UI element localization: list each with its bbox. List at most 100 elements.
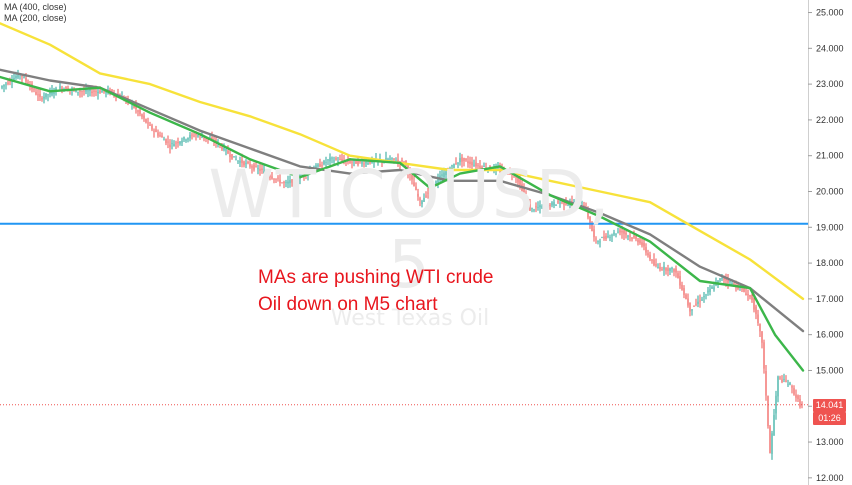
candle-body [367, 162, 369, 164]
candle-body [543, 204, 545, 206]
candle-body [633, 235, 635, 238]
candle-body [385, 158, 387, 160]
candle-body [173, 144, 175, 147]
candle-body [171, 143, 173, 144]
candle-body [519, 178, 521, 186]
ma-200-line [0, 68, 805, 333]
candle-body [463, 157, 465, 161]
candle-body [459, 157, 461, 163]
candle-body [517, 176, 519, 183]
candle-body [673, 269, 675, 272]
candle-body [557, 201, 559, 203]
candle-body [297, 178, 299, 181]
candle-body [453, 164, 455, 168]
candle-body [25, 77, 27, 82]
candle-body [233, 156, 235, 158]
candle-body [37, 94, 39, 96]
candle-body [165, 139, 167, 144]
candle-body [423, 197, 425, 202]
candle-body [135, 105, 137, 110]
candle-body [603, 236, 605, 239]
y-tick-label: 20.000 [816, 186, 844, 196]
candle-body [223, 147, 225, 150]
candle-body [77, 91, 79, 93]
candle-body [505, 172, 507, 174]
candle-body [773, 415, 775, 436]
y-tick-label: 12.000 [816, 473, 844, 483]
y-tick-label: 19.000 [816, 222, 844, 232]
candle-body [597, 240, 599, 242]
candle-body [87, 90, 89, 92]
candle-body [663, 266, 665, 270]
candle-body [197, 135, 199, 137]
candle-body [533, 209, 535, 211]
candle-body [143, 115, 145, 119]
candle-body [467, 161, 469, 164]
candle-body [541, 205, 543, 209]
candle-body [461, 157, 463, 162]
candle-body [177, 141, 179, 144]
candle-body [691, 309, 693, 311]
candle-body [81, 91, 83, 92]
candle-body [753, 297, 755, 310]
candle-body [309, 170, 311, 172]
candle-body [427, 192, 429, 194]
candle-body [97, 91, 99, 94]
candle-body [261, 168, 263, 171]
candle-body [475, 162, 477, 167]
candle-body [101, 91, 103, 93]
candle-body [91, 91, 93, 94]
candle-body [83, 90, 85, 92]
candle-body [689, 302, 691, 312]
candle-body [745, 293, 747, 296]
candle-body [55, 88, 57, 91]
candle-body [271, 176, 273, 179]
candle-body [257, 168, 259, 170]
y-tick-label: 24.000 [816, 43, 844, 53]
candle-body [729, 280, 731, 283]
candle-body [687, 298, 689, 306]
candle-body [187, 137, 189, 140]
candle-body [713, 287, 715, 290]
candle-body [547, 203, 549, 208]
candle-body [785, 380, 787, 382]
candle-body [93, 90, 95, 92]
candle-body [733, 283, 735, 285]
candle-body [39, 94, 41, 97]
candle-body [5, 83, 7, 85]
candle-body [357, 161, 359, 165]
candle-body [7, 82, 9, 84]
candle-body [757, 314, 759, 323]
candle-body [321, 165, 323, 167]
candle-body [211, 137, 213, 140]
candle-body [13, 77, 15, 81]
candle-body [41, 98, 43, 100]
candle-body [161, 135, 163, 138]
candle-body [479, 165, 481, 169]
candle-body [443, 172, 445, 178]
candle-body [147, 122, 149, 124]
candle-body [695, 303, 697, 305]
candle-body [679, 275, 681, 286]
candle-body [1, 86, 3, 88]
candle-body [525, 195, 527, 200]
candle-body [339, 159, 341, 160]
candle-body [725, 278, 727, 281]
candle-body [341, 158, 343, 161]
candle-body [781, 379, 783, 382]
candle-body [625, 233, 627, 235]
candle-body [457, 162, 459, 164]
candle-body [53, 92, 55, 95]
candle-body [249, 164, 251, 167]
candle-body [655, 264, 657, 266]
candle-body [61, 87, 63, 90]
candle-body [627, 235, 629, 237]
candle-body [355, 160, 357, 164]
candle-body [155, 129, 157, 132]
candle-body [749, 294, 751, 297]
candle-body [277, 177, 279, 179]
annotation-line-1: MAs are pushing WTI crude [258, 267, 494, 288]
candle-body [473, 164, 475, 166]
candle-body [795, 394, 797, 398]
